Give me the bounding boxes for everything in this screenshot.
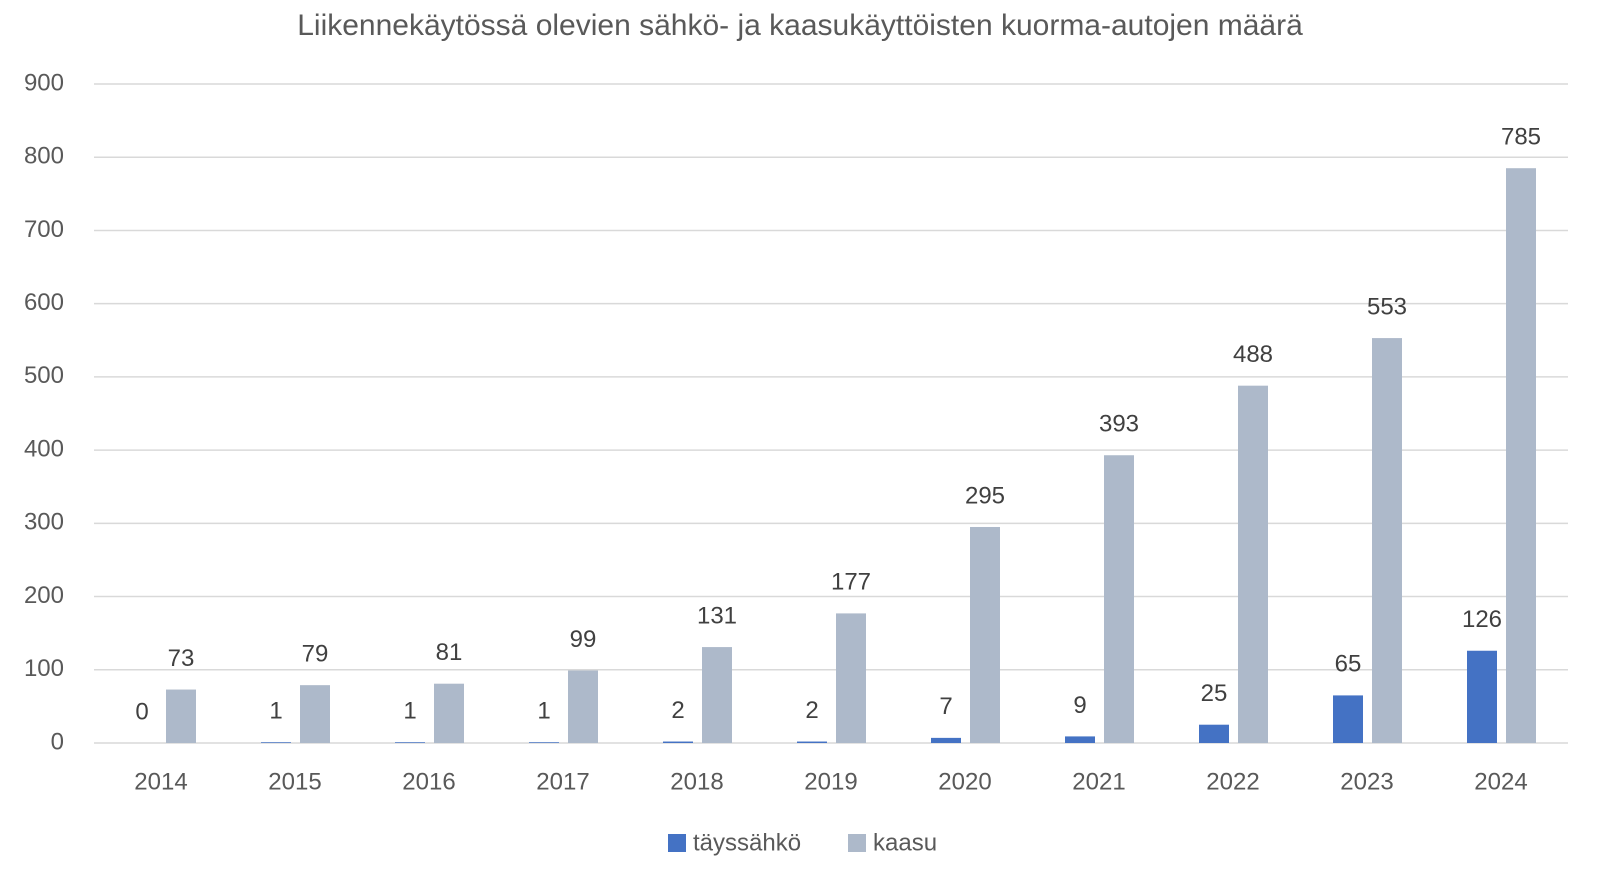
x-tick-label: 2018	[670, 768, 723, 795]
y-tick-label: 700	[24, 216, 64, 243]
bar	[970, 526, 1000, 743]
x-tick-label: 2021	[1072, 768, 1125, 795]
x-tick-label: 2019	[804, 768, 857, 795]
bar	[1104, 455, 1134, 743]
x-tick-label: 2024	[1474, 768, 1527, 795]
data-label: 9	[1073, 692, 1086, 719]
data-label: 131	[697, 602, 737, 629]
data-label: 1	[537, 698, 550, 725]
data-label: 73	[168, 645, 195, 672]
x-tick-label: 2014	[134, 768, 187, 795]
bar	[166, 689, 196, 743]
bar	[1467, 650, 1497, 743]
data-label: 2	[671, 697, 684, 724]
y-tick-label: 400	[24, 435, 64, 462]
x-tick-label: 2020	[938, 768, 991, 795]
data-label: 295	[965, 482, 1005, 509]
data-label: 785	[1501, 124, 1541, 151]
x-tick-label: 2022	[1206, 768, 1259, 795]
x-tick-label: 2023	[1340, 768, 1393, 795]
bar	[1372, 338, 1402, 743]
y-tick-label: 600	[24, 289, 64, 316]
bar	[434, 683, 464, 743]
bar	[663, 741, 693, 743]
data-label: 1	[269, 698, 282, 725]
data-label: 488	[1233, 341, 1273, 368]
bar	[395, 742, 425, 743]
bar	[568, 670, 598, 743]
bar	[1065, 736, 1095, 743]
data-label: 25	[1201, 680, 1228, 707]
data-label: 1	[403, 698, 416, 725]
y-tick-label: 300	[24, 509, 64, 536]
bar	[702, 647, 732, 743]
y-tick-label: 0	[51, 728, 64, 755]
data-label: 79	[302, 640, 329, 667]
x-tick-label: 2015	[268, 768, 321, 795]
data-label: 126	[1462, 606, 1502, 633]
y-tick-label: 800	[24, 143, 64, 170]
bar	[1238, 385, 1268, 743]
bar	[1199, 724, 1229, 743]
legend-label: kaasu	[873, 829, 937, 856]
y-tick-label: 500	[24, 362, 64, 389]
y-tick-label: 900	[24, 69, 64, 96]
chart-title: Liikennekäytössä olevien sähkö- ja kaasu…	[297, 9, 1303, 42]
data-label: 7	[939, 693, 952, 720]
data-label: 99	[570, 626, 597, 653]
bar	[1506, 168, 1536, 743]
data-label: 65	[1335, 651, 1362, 678]
legend-swatch	[668, 834, 686, 852]
y-tick-label: 100	[24, 655, 64, 682]
data-label: 553	[1367, 293, 1407, 320]
x-tick-label: 2016	[402, 768, 455, 795]
bar	[931, 737, 961, 743]
bar	[836, 613, 866, 743]
x-tick-label: 2017	[536, 768, 589, 795]
y-tick-label: 200	[24, 582, 64, 609]
bar	[797, 741, 827, 743]
bar	[300, 685, 330, 743]
legend-label: täyssähkö	[693, 829, 801, 856]
bar	[261, 742, 291, 743]
data-label: 177	[831, 569, 871, 596]
bar	[529, 742, 559, 743]
data-label: 81	[436, 639, 463, 666]
legend-swatch	[848, 834, 866, 852]
data-label: 393	[1099, 411, 1139, 438]
data-label: 2	[805, 697, 818, 724]
bar	[1333, 695, 1363, 743]
data-label: 0	[135, 698, 148, 725]
